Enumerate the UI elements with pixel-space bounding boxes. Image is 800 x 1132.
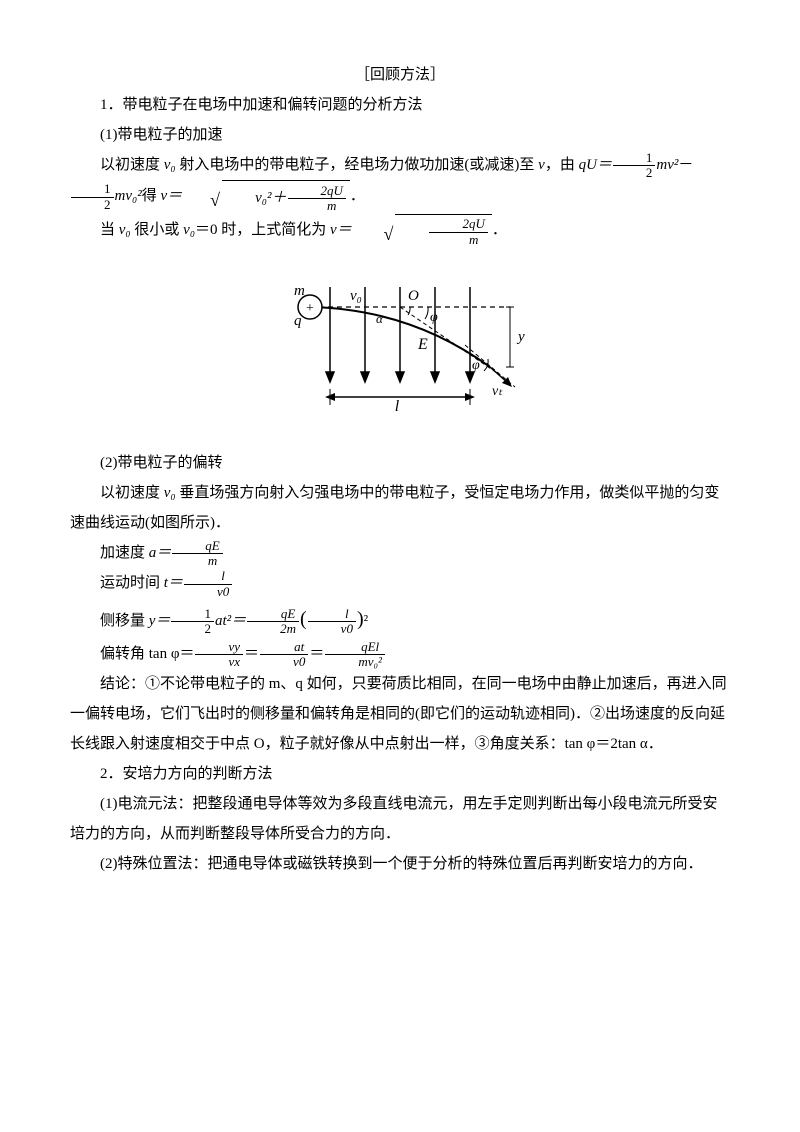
label-vt: vₜ [492, 384, 503, 399]
sqrt-1: v₀²＋2qUm [182, 180, 350, 213]
heading-1: 1．带电粒子在电场中加速和偏转问题的分析方法 [70, 90, 730, 120]
eq: ＝ [244, 646, 259, 662]
eq: y＝ [149, 613, 171, 629]
para-conclusion: 结论：①不论带电粒子的 m、q 如何，只要荷质比相同，在同一电场中由静止加速后，… [70, 669, 730, 759]
label: 运动时间 [100, 575, 164, 591]
frac-vyvx: vyvx [195, 640, 243, 670]
eq-qU: qU＝ [579, 157, 612, 173]
at2: at²＝ [215, 613, 246, 629]
label: 侧移量 [100, 613, 149, 629]
label-y: y [516, 329, 525, 345]
label-q: q [294, 313, 302, 329]
text: 以初速度 [100, 485, 164, 501]
eq: t＝ [164, 575, 183, 591]
text: 很小或 [131, 222, 184, 238]
label-v0: v₀ [350, 288, 362, 304]
text: 射入电场中的带电粒子，经电场力做功加速(或减速)至 [176, 157, 539, 173]
sq: ² [364, 613, 369, 629]
label-m: m [294, 283, 305, 299]
heading-1b: (2)带电粒子的偏转 [70, 448, 730, 478]
eq-angle: 偏转角 tan φ＝vyvx＝atv0＝qElmv₀² [70, 639, 730, 669]
heading-1a: (1)带电粒子的加速 [70, 120, 730, 150]
minus: － [678, 157, 693, 173]
veq: v＝ [160, 188, 182, 204]
var-v: v [538, 157, 545, 173]
label-l: l [395, 398, 400, 415]
sqrt-2: 2qUm [355, 214, 491, 247]
label-E: E [417, 336, 428, 353]
frac-half: 12 [613, 151, 656, 181]
label-phi-1: φ [430, 310, 438, 325]
para-accel-2: 当 v₀ 很小或 v₀＝0 时，上式简化为 v＝ 2qUm． [70, 214, 730, 247]
label-O: O [408, 288, 419, 304]
text: 以初速度 [100, 157, 164, 173]
eq: a＝ [149, 545, 172, 561]
label-alpha: α [376, 311, 384, 326]
text: ，由 [545, 157, 579, 173]
para-accel-1: 以初速度 v₀ 射入电场中的带电粒子，经电场力做功加速(或减速)至 v，由 qU… [70, 150, 730, 214]
frac-qElmv02: qElmv₀² [325, 640, 385, 670]
label: 加速度 [100, 545, 149, 561]
frac-half2: 12 [71, 182, 114, 212]
period: ． [492, 222, 507, 238]
para-2-2: (2)特殊位置法：把通电导体或磁铁转换到一个便于分析的特殊位置后再判断安培力的方… [70, 849, 730, 879]
label-phi-2: φ [472, 358, 480, 373]
text: 当 [100, 222, 119, 238]
frac-qE2m: qE2m [247, 607, 299, 637]
text: 得 [142, 188, 161, 204]
text: ＝0 时，上式简化为 [195, 222, 330, 238]
svg-text:+: + [306, 301, 314, 316]
eq-accel: 加速度 a＝qEm [70, 538, 730, 568]
var-v0: v₀ [119, 222, 131, 238]
heading-2: 2．安培力方向的判断方法 [70, 759, 730, 789]
veq: v＝ [330, 222, 352, 238]
section-title: ［回顾方法］ [70, 60, 730, 90]
mv2: mv² [656, 157, 678, 173]
eq: ＝ [309, 646, 324, 662]
para-2-1: (1)电流元法：把整段通电导体等效为多段直线电流元，用左手定则判断出每小段电流元… [70, 789, 730, 849]
var-v0: v₀ [164, 485, 176, 501]
deflection-diagram: + m q v₀ O α φ φ E y vₜ l [70, 267, 730, 428]
period: ． [350, 188, 365, 204]
label: 偏转角 tan φ＝ [100, 646, 194, 662]
var-v0: v₀ [164, 157, 176, 173]
frac-12: 12 [171, 607, 214, 637]
mv02: mv₀² [115, 188, 142, 204]
para-deflect-1: 以初速度 v₀ 垂直场强方向射入匀强电场中的带电粒子，受恒定电场力作用，做类似平… [70, 478, 730, 538]
frac-lv0: lv0 [184, 569, 232, 599]
var-v0: v₀ [183, 222, 195, 238]
frac-qEm: qEm [172, 539, 222, 569]
frac-atv0: atv0 [260, 640, 308, 670]
frac-lv0-2: lv0 [308, 607, 356, 637]
eq-time: 运动时间 t＝lv0 [70, 568, 730, 598]
eq-disp: 侧移量 y＝12at²＝qE2m(lv0)² [70, 599, 730, 639]
